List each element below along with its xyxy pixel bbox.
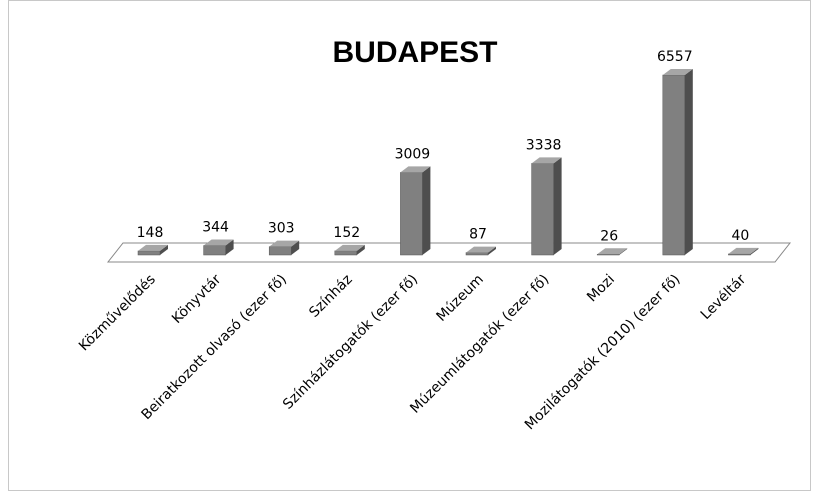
value-label: 87 — [469, 227, 487, 243]
bar-front — [465, 252, 489, 256]
chart-title: BUDAPEST — [332, 36, 497, 69]
bar-front — [400, 172, 423, 256]
bar-front — [203, 245, 226, 256]
bar-front — [596, 254, 620, 256]
value-label: 303 — [268, 221, 295, 237]
value-label: 3338 — [526, 137, 562, 153]
bar-top — [597, 248, 628, 255]
bar-front — [662, 74, 686, 256]
value-label: 152 — [333, 225, 360, 241]
bar-front — [531, 163, 554, 256]
bar-side — [488, 246, 496, 255]
bar-top — [531, 157, 562, 164]
bar-top — [334, 244, 365, 251]
bar-side — [291, 240, 300, 255]
bar-side — [684, 69, 693, 255]
bar-front — [334, 250, 358, 256]
value-label: 40 — [731, 228, 749, 244]
value-label: 26 — [600, 228, 618, 244]
bar-side — [750, 247, 759, 255]
bar-front — [137, 250, 161, 256]
value-label: 344 — [202, 220, 229, 236]
bar-side — [160, 244, 168, 255]
bar-top — [269, 240, 300, 247]
bar-front — [268, 246, 292, 256]
value-label: 3009 — [395, 146, 431, 162]
bar-top — [138, 244, 168, 251]
bar-top — [728, 247, 759, 254]
bar-side — [225, 239, 234, 255]
bar-top — [203, 239, 234, 246]
bar-top — [400, 166, 431, 173]
bar-side — [619, 248, 628, 255]
value-label: 148 — [137, 225, 164, 241]
bar-top — [466, 246, 496, 253]
bar-side — [356, 244, 365, 255]
bar-front — [728, 253, 751, 256]
bar-side — [553, 157, 562, 255]
bar-side — [422, 166, 431, 255]
bar-top — [662, 69, 693, 75]
value-label: 6557 — [657, 49, 693, 65]
